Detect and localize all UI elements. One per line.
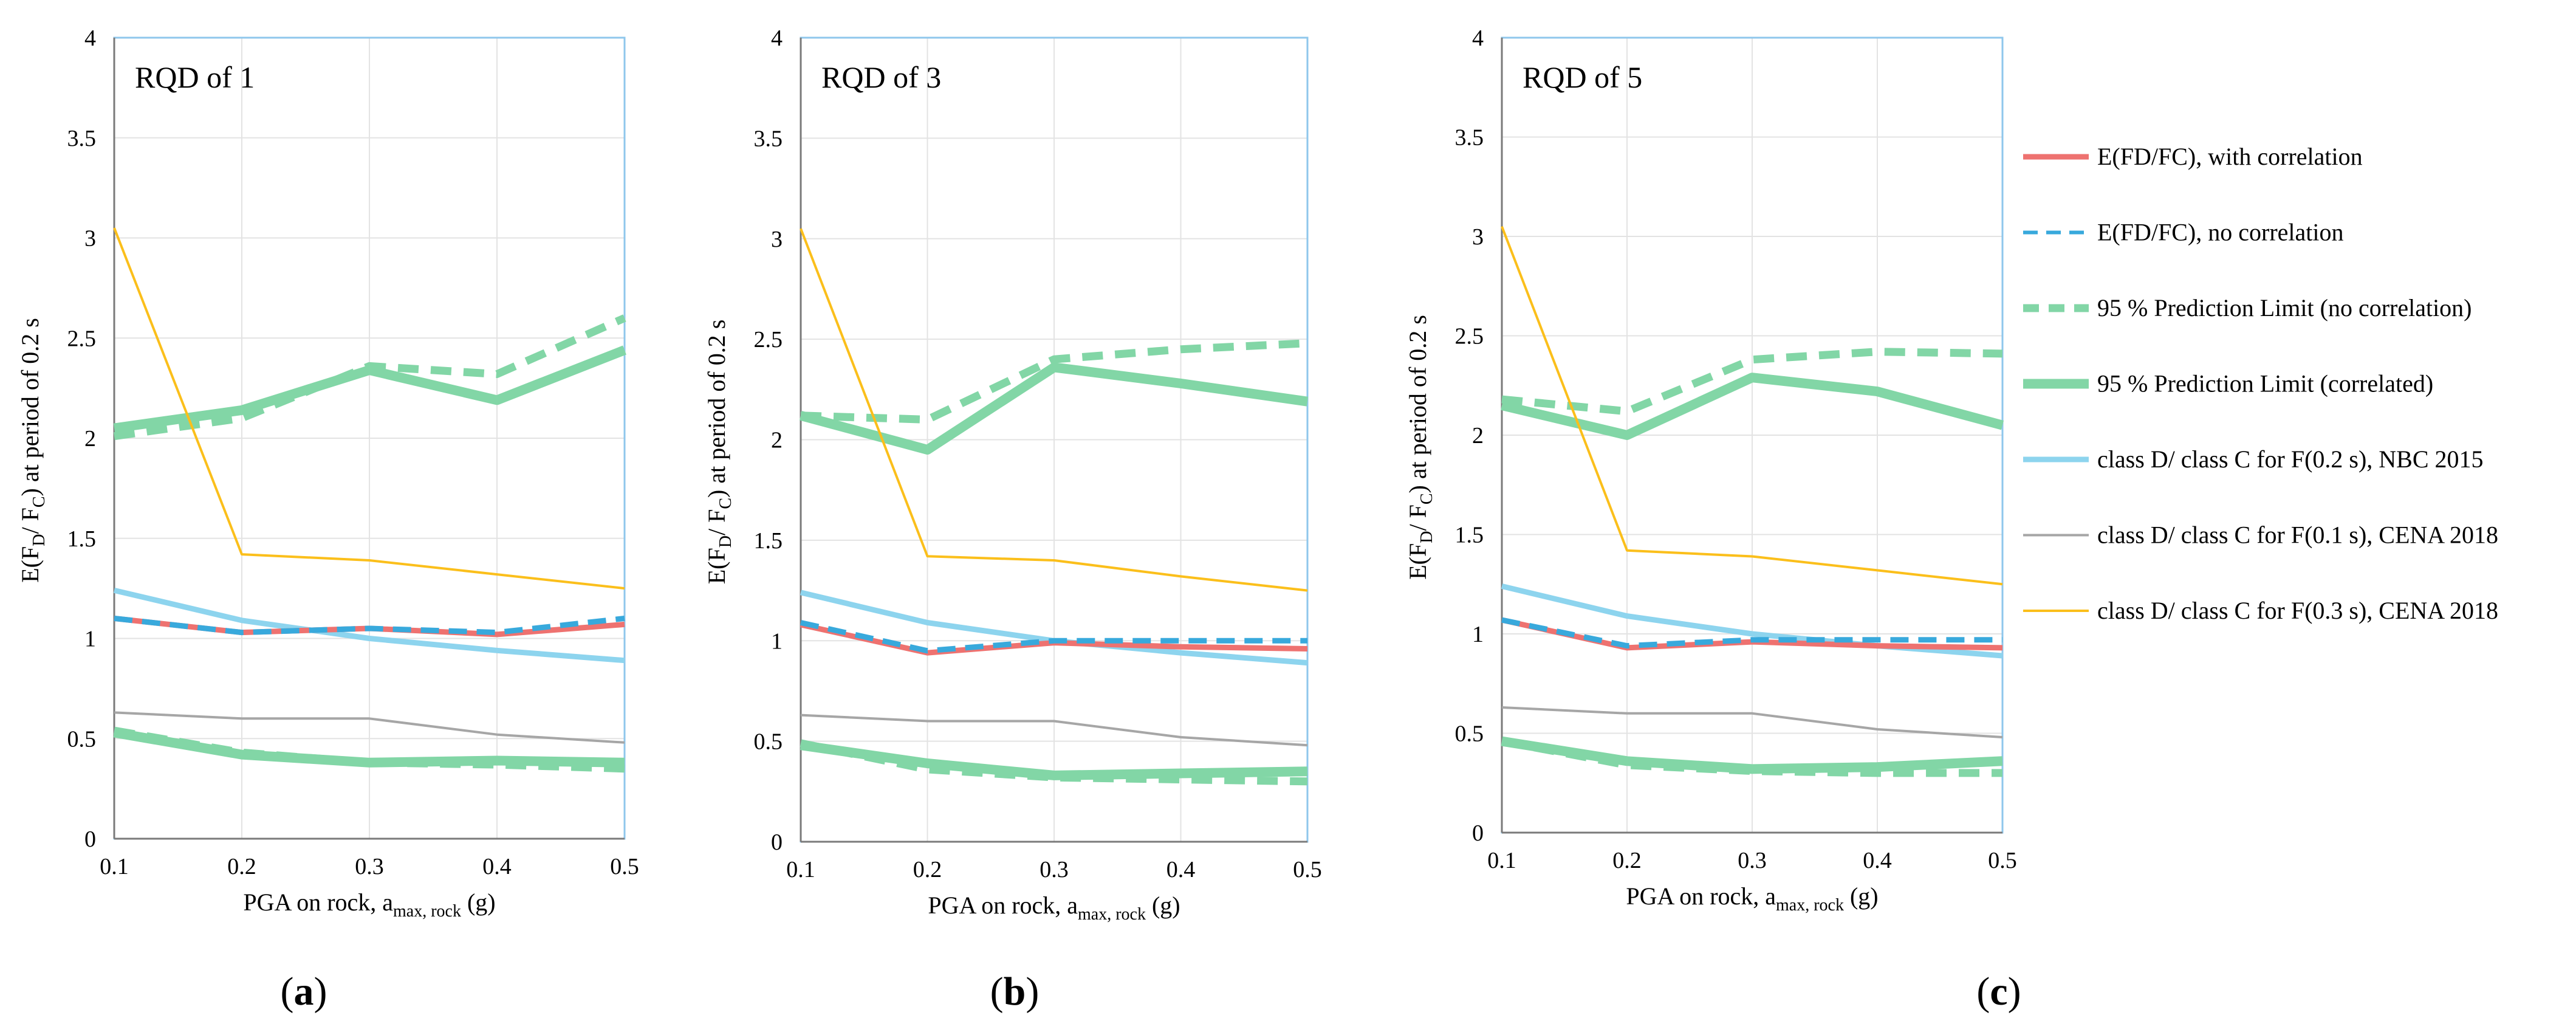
legend-label: class D/ class C for F(0.1 s), CENA 2018 xyxy=(2097,521,2498,549)
x-tick-label: 0.1 xyxy=(100,854,129,879)
legend-label: class D/ class C for F(0.2 s), NBC 2015 xyxy=(2097,445,2484,473)
legend-entry-cena-03: class D/ class C for F(0.3 s), CENA 2018 xyxy=(2023,597,2498,624)
x-axis-label: PGA on rock, amax, rock (g) xyxy=(243,889,495,921)
no-correlation-line xyxy=(1501,617,2002,649)
prediction-limit-correlated-lower-line xyxy=(113,727,625,768)
legend-entry-cena-01: class D/ class C for F(0.1 s), CENA 2018 xyxy=(2023,521,2498,549)
y-tick-label: 3.5 xyxy=(754,126,783,151)
cena-2018-0.3s-line xyxy=(800,228,1308,592)
y-tick-label: 0.5 xyxy=(754,729,783,755)
panel-letter: (c) xyxy=(1976,969,2021,1014)
legend-entry-pl95-nocorr: 95 % Prediction Limit (no correlation) xyxy=(2023,294,2472,322)
y-tick-label: 2 xyxy=(771,428,783,453)
x-tick-label: 0.2 xyxy=(913,857,942,882)
legend-label: 95 % Prediction Limit (correlated) xyxy=(2097,370,2433,397)
prediction-limit-no-correlation-lower-line xyxy=(1501,737,2002,777)
y-tick-label: 0.5 xyxy=(1455,721,1484,747)
x-tick-label: 0.5 xyxy=(1293,857,1322,882)
y-tick-label: 3 xyxy=(771,227,783,252)
legend-entry-no-corr: E(FD/FC), no correlation xyxy=(2023,219,2344,246)
legend-label: class D/ class C for F(0.3 s), CENA 2018 xyxy=(2097,597,2498,624)
prediction-limit-no-correlation-lower-line xyxy=(113,726,625,773)
cena-2018-0.1s-line xyxy=(1501,706,2003,738)
y-tick-label: 3 xyxy=(84,226,96,252)
prediction-limit-correlated-upper-line xyxy=(799,362,1309,455)
x-tick-label: 0.2 xyxy=(1612,848,1642,873)
chart-panel-a: 0 0.5 1 1.5 2 2.5 3 3.5 4 0.1 0.2 0.3 0.4 0.5 RQD of 1… xyxy=(16,26,639,1014)
x-tick-label: 0.1 xyxy=(1487,848,1516,873)
chart-panel-c: 0 0.5 1 1.5 2 2.5 3 3.5 4 0.1 0.2 0.3 0.4 0.5 RQD of 5… xyxy=(1404,26,2021,1014)
x-tick-label: 0.5 xyxy=(1988,848,2017,873)
legend-label: E(FD/FC), no correlation xyxy=(2097,219,2344,246)
y-tick-label: 0 xyxy=(84,827,96,852)
y-tick-label: 4 xyxy=(771,26,783,51)
chart-panel-b: 0 0.5 1 1.5 2 2.5 3 3.5 4 0.1 0.2 0.3 0.4 0.5 RQD of 3… xyxy=(703,26,1322,1014)
x-axis-label: PGA on rock, amax, rock (g) xyxy=(1626,882,1878,915)
chart-panels: 0 0.5 1 1.5 2 2.5 3 3.5 4 0.1 0.2 0.3 0.4 0.5 RQD of 1… xyxy=(16,26,2021,1014)
y-tick-label: 0 xyxy=(771,830,783,855)
legend: E(FD/FC), with correlation E(FD/FC), no c… xyxy=(2023,143,2498,624)
y-tick-label: 0 xyxy=(1472,820,1484,846)
y-axis-label: E(FD/ FC) at period of 0.2 s xyxy=(1404,315,1436,580)
y-tick-label: 1 xyxy=(84,627,96,652)
prediction-limit-no-correlation-lower-line xyxy=(800,739,1308,786)
legend-entry-nbc-02: class D/ class C for F(0.2 s), NBC 2015 xyxy=(2023,445,2484,473)
y-tick-label: 2.5 xyxy=(67,326,97,351)
x-axis-label: PGA on rock, amax, rock (g) xyxy=(928,892,1180,924)
panel-title: RQD of 3 xyxy=(821,60,941,94)
x-tick-label: 0.3 xyxy=(1040,857,1069,882)
x-tick-label: 0.3 xyxy=(1738,848,1767,873)
y-tick-label: 2.5 xyxy=(754,327,783,352)
x-tick-label: 0.4 xyxy=(482,854,512,879)
panel-title: RQD of 1 xyxy=(135,60,255,94)
y-axis-label: E(FD/ FC) at period of 0.2 s xyxy=(16,318,49,583)
y-tick-label: 1 xyxy=(1472,622,1484,647)
y-tick-label: 1.5 xyxy=(1455,523,1484,548)
x-tick-label: 0.4 xyxy=(1166,857,1196,882)
x-tick-label: 0.5 xyxy=(610,854,639,879)
cena-2018-0.3s-line xyxy=(1501,225,2003,586)
panel-title: RQD of 5 xyxy=(1523,60,1642,94)
cena-2018-0.3s-line xyxy=(113,227,625,590)
y-tick-label: 3.5 xyxy=(1455,125,1484,151)
legend-entry-with-corr: E(FD/FC), with correlation xyxy=(2023,143,2363,170)
prediction-limit-no-correlation-upper-line xyxy=(800,339,1308,424)
y-tick-label: 4 xyxy=(1472,26,1484,51)
y-tick-label: 2 xyxy=(1472,423,1484,449)
legend-label: 95 % Prediction Limit (no correlation) xyxy=(2097,294,2472,322)
cena-2018-0.1s-line xyxy=(800,713,1308,747)
panel-letter: (b) xyxy=(990,969,1040,1014)
nbc-2015-0.2s-line xyxy=(113,588,625,664)
x-tick-label: 0.4 xyxy=(1863,848,1892,873)
y-tick-label: 4 xyxy=(84,26,96,51)
no-correlation-line xyxy=(114,616,625,636)
y-tick-label: 0.5 xyxy=(67,726,97,752)
y-tick-label: 1 xyxy=(771,628,783,654)
x-tick-label: 0.3 xyxy=(355,854,384,879)
y-tick-label: 3.5 xyxy=(67,126,97,151)
prediction-limit-correlated-upper-line xyxy=(1501,373,2004,440)
y-axis-label: E(FD/ FC) at period of 0.2 s xyxy=(703,320,735,585)
y-tick-label: 1.5 xyxy=(67,526,97,552)
legend-entry-pl95-corr: 95 % Prediction Limit (correlated) xyxy=(2023,370,2433,397)
y-tick-label: 1.5 xyxy=(754,528,783,554)
no-correlation-line xyxy=(800,620,1307,654)
y-tick-label: 2 xyxy=(84,426,96,452)
prediction-limit-no-correlation-upper-line xyxy=(1501,348,2003,416)
prediction-limit-no-correlation-upper-line xyxy=(114,314,626,441)
legend-label: E(FD/FC), with correlation xyxy=(2097,143,2363,170)
y-tick-label: 2.5 xyxy=(1455,324,1484,349)
panel-letter: (a) xyxy=(281,969,327,1014)
cena-2018-0.1s-line xyxy=(114,711,625,744)
x-tick-label: 0.2 xyxy=(227,854,256,879)
x-tick-label: 0.1 xyxy=(786,857,815,882)
y-tick-label: 3 xyxy=(1472,224,1484,250)
